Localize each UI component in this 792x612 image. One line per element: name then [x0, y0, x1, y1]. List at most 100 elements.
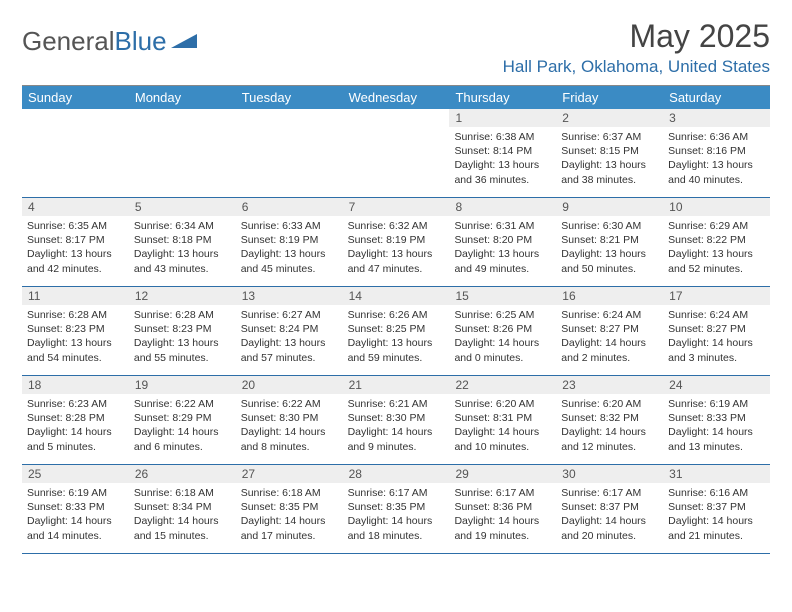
- day-detail-line: Daylight: 14 hours: [348, 514, 445, 528]
- day-detail-line: Daylight: 14 hours: [348, 425, 445, 439]
- day-detail-line: Daylight: 14 hours: [668, 514, 765, 528]
- day-detail-line: Daylight: 14 hours: [454, 425, 551, 439]
- day-cell: 18Sunrise: 6:23 AMSunset: 8:28 PMDayligh…: [22, 376, 129, 464]
- day-cell: 12Sunrise: 6:28 AMSunset: 8:23 PMDayligh…: [129, 287, 236, 375]
- day-details: Sunrise: 6:21 AMSunset: 8:30 PMDaylight:…: [343, 394, 450, 459]
- week-row: 25Sunrise: 6:19 AMSunset: 8:33 PMDayligh…: [22, 465, 770, 554]
- day-detail-line: Sunrise: 6:21 AM: [348, 397, 445, 411]
- day-cell: 24Sunrise: 6:19 AMSunset: 8:33 PMDayligh…: [663, 376, 770, 464]
- day-detail-line: Daylight: 14 hours: [454, 336, 551, 350]
- day-detail-line: Sunset: 8:25 PM: [348, 322, 445, 336]
- day-detail-line: Daylight: 13 hours: [27, 247, 124, 261]
- day-cell: 29Sunrise: 6:17 AMSunset: 8:36 PMDayligh…: [449, 465, 556, 553]
- day-cell: 8Sunrise: 6:31 AMSunset: 8:20 PMDaylight…: [449, 198, 556, 286]
- day-detail-line: and 3 minutes.: [668, 351, 765, 365]
- day-number: 2: [556, 109, 663, 127]
- day-number: 31: [663, 465, 770, 483]
- day-detail-line: Sunrise: 6:35 AM: [27, 219, 124, 233]
- day-number: 1: [449, 109, 556, 127]
- day-cell: 3Sunrise: 6:36 AMSunset: 8:16 PMDaylight…: [663, 109, 770, 197]
- day-details: Sunrise: 6:24 AMSunset: 8:27 PMDaylight:…: [663, 305, 770, 370]
- day-detail-line: Sunrise: 6:37 AM: [561, 130, 658, 144]
- day-detail-line: and 47 minutes.: [348, 262, 445, 276]
- day-details: Sunrise: 6:18 AMSunset: 8:35 PMDaylight:…: [236, 483, 343, 548]
- day-details: Sunrise: 6:28 AMSunset: 8:23 PMDaylight:…: [22, 305, 129, 370]
- header: GeneralBlue May 2025 Hall Park, Oklahoma…: [22, 18, 770, 77]
- day-detail-line: Sunset: 8:37 PM: [561, 500, 658, 514]
- day-cell: 30Sunrise: 6:17 AMSunset: 8:37 PMDayligh…: [556, 465, 663, 553]
- day-details: Sunrise: 6:16 AMSunset: 8:37 PMDaylight:…: [663, 483, 770, 548]
- day-detail-line: Sunset: 8:15 PM: [561, 144, 658, 158]
- day-detail-line: Sunrise: 6:29 AM: [668, 219, 765, 233]
- day-cell: 7Sunrise: 6:32 AMSunset: 8:19 PMDaylight…: [343, 198, 450, 286]
- day-details: Sunrise: 6:36 AMSunset: 8:16 PMDaylight:…: [663, 127, 770, 192]
- day-details: Sunrise: 6:20 AMSunset: 8:32 PMDaylight:…: [556, 394, 663, 459]
- day-detail-line: Sunset: 8:21 PM: [561, 233, 658, 247]
- calendar: Sunday Monday Tuesday Wednesday Thursday…: [22, 85, 770, 554]
- day-detail-line: Daylight: 13 hours: [348, 247, 445, 261]
- day-details: Sunrise: 6:17 AMSunset: 8:35 PMDaylight:…: [343, 483, 450, 548]
- day-number: 24: [663, 376, 770, 394]
- day-detail-line: Sunrise: 6:24 AM: [668, 308, 765, 322]
- day-detail-line: and 6 minutes.: [134, 440, 231, 454]
- day-cell: [22, 109, 129, 197]
- day-cell: 31Sunrise: 6:16 AMSunset: 8:37 PMDayligh…: [663, 465, 770, 553]
- day-cell: 14Sunrise: 6:26 AMSunset: 8:25 PMDayligh…: [343, 287, 450, 375]
- day-cell: 27Sunrise: 6:18 AMSunset: 8:35 PMDayligh…: [236, 465, 343, 553]
- day-detail-line: Daylight: 14 hours: [668, 425, 765, 439]
- day-detail-line: Daylight: 14 hours: [668, 336, 765, 350]
- day-detail-line: Daylight: 13 hours: [454, 158, 551, 172]
- day-detail-line: Daylight: 14 hours: [241, 514, 338, 528]
- day-number: 7: [343, 198, 450, 216]
- logo-triangle-icon: [171, 26, 197, 57]
- day-detail-line: and 59 minutes.: [348, 351, 445, 365]
- day-details: Sunrise: 6:26 AMSunset: 8:25 PMDaylight:…: [343, 305, 450, 370]
- day-cell: 1Sunrise: 6:38 AMSunset: 8:14 PMDaylight…: [449, 109, 556, 197]
- day-detail-line: and 54 minutes.: [27, 351, 124, 365]
- day-detail-line: and 5 minutes.: [27, 440, 124, 454]
- day-cell: 19Sunrise: 6:22 AMSunset: 8:29 PMDayligh…: [129, 376, 236, 464]
- day-detail-line: Daylight: 14 hours: [27, 514, 124, 528]
- day-detail-line: Daylight: 14 hours: [134, 514, 231, 528]
- day-details: Sunrise: 6:31 AMSunset: 8:20 PMDaylight:…: [449, 216, 556, 281]
- day-detail-line: Sunrise: 6:17 AM: [454, 486, 551, 500]
- day-detail-line: Sunset: 8:20 PM: [454, 233, 551, 247]
- day-detail-line: Daylight: 14 hours: [134, 425, 231, 439]
- day-details: Sunrise: 6:24 AMSunset: 8:27 PMDaylight:…: [556, 305, 663, 370]
- weekday-header: Thursday: [449, 86, 556, 109]
- day-cell: 10Sunrise: 6:29 AMSunset: 8:22 PMDayligh…: [663, 198, 770, 286]
- day-detail-line: Sunset: 8:34 PM: [134, 500, 231, 514]
- day-cell: 25Sunrise: 6:19 AMSunset: 8:33 PMDayligh…: [22, 465, 129, 553]
- day-cell: 28Sunrise: 6:17 AMSunset: 8:35 PMDayligh…: [343, 465, 450, 553]
- day-number: 4: [22, 198, 129, 216]
- day-number: 23: [556, 376, 663, 394]
- day-detail-line: Sunrise: 6:28 AM: [27, 308, 124, 322]
- day-number: 9: [556, 198, 663, 216]
- day-number: 30: [556, 465, 663, 483]
- logo-text-1: General: [22, 26, 115, 57]
- day-details: Sunrise: 6:35 AMSunset: 8:17 PMDaylight:…: [22, 216, 129, 281]
- day-cell: 16Sunrise: 6:24 AMSunset: 8:27 PMDayligh…: [556, 287, 663, 375]
- week-row: 4Sunrise: 6:35 AMSunset: 8:17 PMDaylight…: [22, 198, 770, 287]
- day-number: 27: [236, 465, 343, 483]
- day-detail-line: and 52 minutes.: [668, 262, 765, 276]
- logo: GeneralBlue: [22, 18, 197, 57]
- day-detail-line: Sunset: 8:30 PM: [241, 411, 338, 425]
- day-number: 6: [236, 198, 343, 216]
- day-detail-line: Sunrise: 6:16 AM: [668, 486, 765, 500]
- day-detail-line: Daylight: 13 hours: [27, 336, 124, 350]
- day-detail-line: Sunset: 8:16 PM: [668, 144, 765, 158]
- day-number: 11: [22, 287, 129, 305]
- day-detail-line: Sunrise: 6:28 AM: [134, 308, 231, 322]
- day-cell: [236, 109, 343, 197]
- day-detail-line: and 19 minutes.: [454, 529, 551, 543]
- day-detail-line: Sunrise: 6:24 AM: [561, 308, 658, 322]
- day-detail-line: Sunset: 8:19 PM: [241, 233, 338, 247]
- day-detail-line: Sunrise: 6:19 AM: [668, 397, 765, 411]
- day-details: Sunrise: 6:33 AMSunset: 8:19 PMDaylight:…: [236, 216, 343, 281]
- day-number: 26: [129, 465, 236, 483]
- day-detail-line: Sunset: 8:17 PM: [27, 233, 124, 247]
- day-detail-line: Daylight: 13 hours: [668, 247, 765, 261]
- day-number: 16: [556, 287, 663, 305]
- day-details: Sunrise: 6:23 AMSunset: 8:28 PMDaylight:…: [22, 394, 129, 459]
